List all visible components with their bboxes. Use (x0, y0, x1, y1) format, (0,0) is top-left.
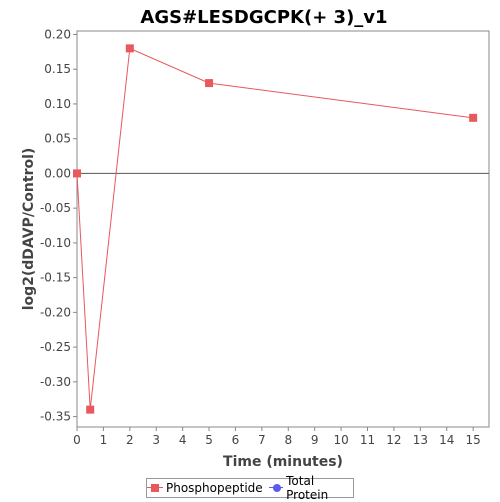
legend: Phosphopeptide Total Protein (146, 474, 354, 502)
x-tick-label: 4 (179, 433, 187, 447)
plot-area (76, 30, 490, 428)
x-axis: 0 1 2 3 4 5 6 7 8 9 10 11 12 13 14 15 (73, 427, 481, 447)
y-tick-label: 0.20 (44, 27, 71, 41)
data-point (125, 44, 134, 53)
x-tick-label: 2 (126, 433, 134, 447)
x-tick-label: 9 (311, 433, 319, 447)
data-point (73, 169, 81, 178)
y-tick-label: -0.20 (40, 305, 71, 319)
x-tick-label: 13 (413, 433, 428, 447)
x-tick-label: 5 (205, 433, 213, 447)
square-marker-icon (147, 483, 163, 493)
y-tick-label: 0.05 (44, 132, 71, 146)
y-tick-label: 0.00 (44, 166, 71, 180)
y-tick-label: -0.25 (40, 340, 71, 354)
y-tick-label: -0.35 (40, 410, 71, 424)
series-layer (73, 44, 478, 414)
x-tick-label: 14 (439, 433, 454, 447)
y-tick-label: 0.10 (44, 97, 71, 111)
x-tick-label: 1 (100, 433, 108, 447)
legend-label: Total Protein (286, 474, 329, 502)
x-tick-label: 11 (360, 433, 375, 447)
circle-marker-icon (268, 483, 284, 493)
x-tick-label: 12 (386, 433, 401, 447)
data-point (86, 405, 95, 414)
y-tick-label: 0.15 (44, 62, 71, 76)
y-tick-label: -0.10 (40, 236, 71, 250)
y-axis-label: log2(dDAVP/Control) (21, 148, 37, 311)
data-point (469, 113, 478, 122)
data-point (205, 79, 214, 88)
x-axis-label: Time (minutes) (223, 454, 343, 470)
y-tick-label: -0.15 (40, 271, 71, 285)
legend-item-total-protein: Total Protein (268, 474, 353, 502)
chart-title: AGS#LESDGCPK(+ 3)_v1 (140, 7, 387, 28)
x-tick-label: 0 (73, 433, 81, 447)
x-tick-label: 7 (258, 433, 266, 447)
x-tick-label: 3 (152, 433, 160, 447)
x-tick-label: 6 (232, 433, 240, 447)
y-tick-label: -0.05 (40, 201, 71, 215)
legend-label: Phosphopeptide (166, 481, 263, 495)
legend-item-phosphopeptide: Phosphopeptide (147, 481, 263, 495)
x-tick-label: 15 (466, 433, 481, 447)
y-axis: 0.20 0.15 0.10 0.05 0.00 -0.05 -0.10 -0.15 -0.20… (40, 27, 77, 424)
x-tick-label: 8 (284, 433, 292, 447)
y-tick-label: -0.30 (40, 375, 71, 389)
x-tick-label: 10 (333, 433, 348, 447)
